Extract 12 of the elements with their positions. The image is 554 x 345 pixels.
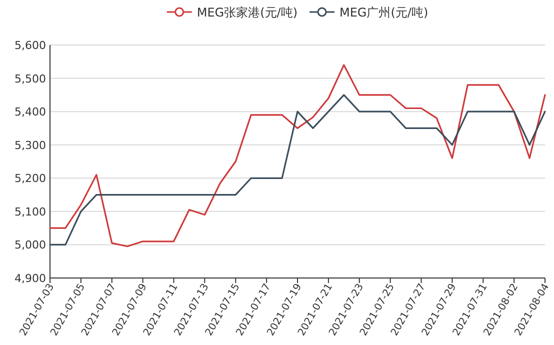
y-tick-label: 5,100 [14,205,46,218]
legend-label: MEG广州(元/吨) [340,6,428,20]
y-tick-label: 5,300 [14,138,46,152]
line-series [49,94,546,246]
y-tick-label: 5,600 [14,39,46,52]
y-tick-label: 5,400 [14,106,46,119]
y-tick-label: 5,200 [14,172,46,186]
legend-label: MEG张家港(元/吨) [196,6,298,20]
y-tick-label: 4,900 [14,272,46,285]
line-series [49,64,546,248]
y-tick-label: 5,000 [14,238,46,252]
y-tick-label: 5,500 [14,72,46,86]
